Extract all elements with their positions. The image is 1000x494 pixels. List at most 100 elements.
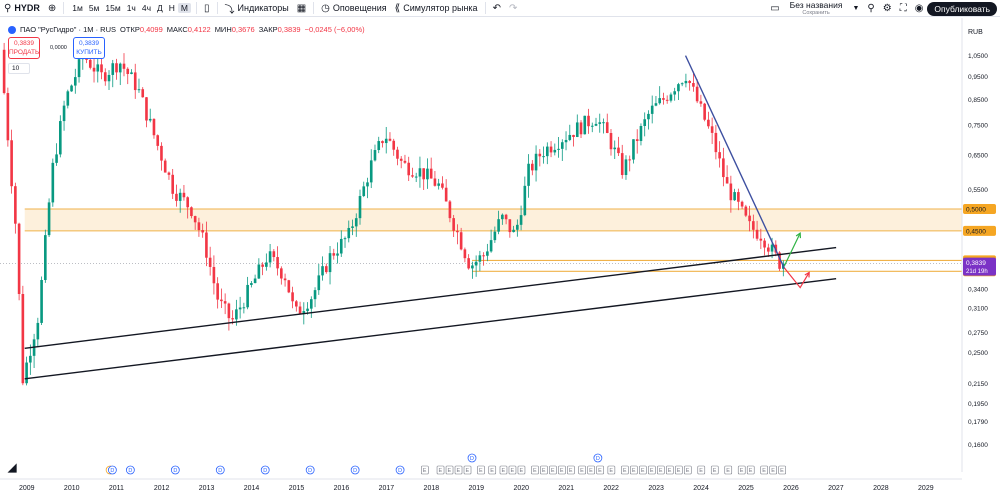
candle-body xyxy=(605,122,609,134)
interval-button[interactable]: 5м xyxy=(88,3,100,13)
volume-indicator[interactable]: 10 xyxy=(8,63,30,74)
interval-button[interactable]: М xyxy=(177,3,192,13)
interval-button[interactable]: 1м xyxy=(72,3,83,13)
dividend-event-marker xyxy=(170,465,180,475)
chevron-down-icon: ▼ xyxy=(852,5,860,12)
candle-body xyxy=(354,218,358,227)
x-tick-label: 2020 xyxy=(513,485,529,492)
candle-body xyxy=(276,257,279,269)
trendline-support-lower xyxy=(24,278,837,380)
layout-menu-button[interactable]: ▼ xyxy=(848,0,863,17)
candle-body xyxy=(583,115,587,135)
layout-name[interactable]: Без названия Сохранить xyxy=(784,0,849,17)
x-tick-label: 2017 xyxy=(379,485,395,492)
candle-body xyxy=(223,301,227,304)
candles-icon: ▯ xyxy=(204,2,210,14)
candle-body xyxy=(459,232,463,250)
earnings-event-label: E xyxy=(533,468,537,474)
bar-countdown: 21d 19h xyxy=(966,269,988,275)
y-tick-label: 0,3100 xyxy=(968,305,988,312)
interval-button[interactable]: Д xyxy=(157,3,163,13)
dividend-event-label: D xyxy=(353,468,357,474)
earnings-event-label: E xyxy=(457,468,461,474)
bar-style-button[interactable]: ▯ xyxy=(200,0,214,17)
earnings-event-label: E xyxy=(726,468,730,474)
interval-button[interactable]: 1ч xyxy=(126,3,136,13)
x-tick-label: 2024 xyxy=(693,485,709,492)
earnings-event-marker xyxy=(499,465,508,475)
earnings-event-label: E xyxy=(598,468,602,474)
earnings-event-label: E xyxy=(749,468,753,474)
arrow-up-head xyxy=(795,232,802,239)
replay-label: Симулятор рынка xyxy=(403,3,478,13)
candle-body xyxy=(171,174,175,194)
candle-body xyxy=(73,77,77,86)
candle-body xyxy=(100,64,103,73)
snapshot-button[interactable]: ◉ xyxy=(911,0,928,17)
candle-body xyxy=(163,160,167,173)
redo-button[interactable]: ↷ xyxy=(505,0,521,17)
quick-search-button[interactable]: ⚲ xyxy=(863,0,878,17)
fullscreen-button[interactable]: ⛶ xyxy=(896,0,911,17)
candle-body xyxy=(313,290,317,300)
candle-body xyxy=(441,183,444,188)
tradingview-logo[interactable]: ◢ xyxy=(8,462,17,474)
symbol-search[interactable]: ⚲ HYDR xyxy=(0,0,44,17)
layout-save-status: Сохранить xyxy=(802,9,830,16)
earnings-event-label: E xyxy=(650,468,654,474)
candle-body xyxy=(235,309,238,320)
replay-icon: ⟪ xyxy=(394,2,401,14)
support-resistance-zone xyxy=(24,209,962,231)
last-price-label: 0,3839 xyxy=(966,260,986,267)
layout-button[interactable]: ▭ xyxy=(766,0,783,17)
sell-button[interactable]: 0,3839 ПРОДАТЬ xyxy=(8,37,40,59)
y-tick-label: 0,1950 xyxy=(968,401,988,408)
alerts-button[interactable]: ◷ Оповещения xyxy=(317,0,390,17)
candle-body xyxy=(737,192,740,202)
replay-button[interactable]: ⟪ Симулятор рынка xyxy=(391,0,482,17)
candle-body xyxy=(763,240,766,248)
candle-body xyxy=(474,261,478,266)
dividend-event-label: D xyxy=(128,468,132,474)
candle-body xyxy=(148,118,152,121)
interval-button[interactable]: 15м xyxy=(105,3,121,13)
candle-body xyxy=(208,257,212,267)
compare-button[interactable]: ⊕ xyxy=(44,0,60,17)
alert-icon: ◷ xyxy=(321,2,330,14)
indicators-button[interactable]: ⤵ Индикаторы xyxy=(221,0,293,17)
x-tick-label: 2027 xyxy=(828,485,844,492)
buy-button[interactable]: 0,3839 КУПИТЬ xyxy=(73,37,105,59)
settings-button[interactable]: ⚙ xyxy=(879,0,896,17)
candle-body xyxy=(482,255,485,257)
earnings-event-label: E xyxy=(448,468,452,474)
candle-body xyxy=(272,251,276,258)
candle-body xyxy=(369,160,373,183)
candle-body xyxy=(298,306,302,314)
price-chart[interactable]: RUB 1,0500 0,9500 0,8500 0,7500 0,6500 0,5500 0… xyxy=(0,18,1000,494)
candle-body xyxy=(418,168,422,177)
candle-body xyxy=(268,251,272,263)
top-toolbar: ⚲ HYDR ⊕ 1м 5м 15м 1ч 4ч Д Н М ▯ ⤵ Индикаторы ▦… xyxy=(0,0,1000,17)
candle-body xyxy=(624,159,628,176)
price-label-bg xyxy=(963,225,996,236)
undo-button[interactable]: ↶ xyxy=(489,0,505,17)
candle-body xyxy=(512,229,515,233)
publish-button[interactable]: Опубликовать xyxy=(927,1,997,16)
dividend-event-label: D xyxy=(308,468,312,474)
candle-body xyxy=(407,162,411,176)
legend-high: МАКС0,4122 xyxy=(166,25,211,34)
candle-body xyxy=(88,59,92,68)
last-price-label-bg xyxy=(963,257,996,276)
templates-button[interactable]: ▦ xyxy=(293,0,310,17)
interval-button[interactable]: 4ч xyxy=(141,3,152,13)
candle-body xyxy=(759,238,763,241)
interval-button[interactable]: Н xyxy=(168,3,175,13)
earnings-event-label: E xyxy=(569,468,573,474)
x-tick-label: 2028 xyxy=(873,485,889,492)
dividend-event-marker xyxy=(395,465,405,475)
candle-body xyxy=(718,152,721,159)
earnings-event-label: E xyxy=(551,468,555,474)
candle-body xyxy=(133,72,137,91)
candle-body xyxy=(328,253,332,273)
candle-body xyxy=(403,160,407,163)
